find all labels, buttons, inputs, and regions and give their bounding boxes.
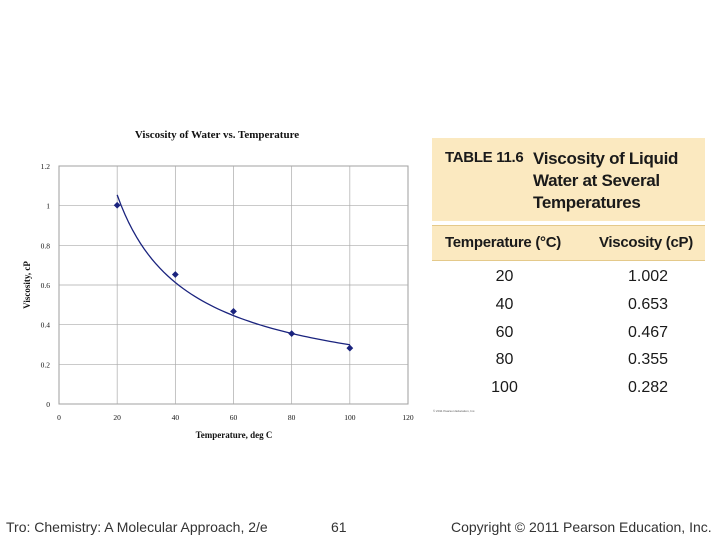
- cell-viscosity: 0.653: [627, 296, 669, 313]
- x-tick-label: 20: [113, 413, 121, 422]
- table-title: Viscosity of Liquid Water at Several Tem…: [533, 149, 679, 212]
- cell-temperature: 20: [495, 268, 514, 285]
- y-tick-label: 0.8: [41, 241, 51, 250]
- table-column-headers: Temperature (°C) Viscosity (cP): [432, 225, 705, 261]
- x-tick-label: 120: [402, 413, 414, 422]
- cell-viscosity: 1.002: [627, 268, 669, 285]
- table-row: 20 1.002: [432, 268, 705, 296]
- x-tick-label: 0: [57, 413, 61, 422]
- y-tick-label: 0.2: [41, 360, 51, 369]
- footer-copyright: Copyright © 2011 Pearson Education, Inc.: [451, 519, 712, 535]
- x-tick-label: 100: [344, 413, 356, 422]
- table-row: 60 0.467: [432, 324, 705, 352]
- x-tick-label: 80: [288, 413, 296, 422]
- data-point: [346, 344, 354, 352]
- footer-book-title: Tro: Chemistry: A Molecular Approach, 2/…: [6, 519, 268, 535]
- data-point: [171, 271, 179, 278]
- column-header-temperature: Temperature (°C): [445, 234, 561, 251]
- data-point: [288, 330, 296, 337]
- y-tick-label: 0.4: [41, 321, 51, 330]
- x-tick-label: 60: [230, 413, 238, 422]
- table-row: 100 0.282: [432, 379, 705, 407]
- table-row: 40 0.653: [432, 296, 705, 324]
- trendline: [116, 194, 350, 346]
- x-tick-label: 40: [172, 413, 180, 422]
- y-tick-label: 0.6: [41, 281, 51, 290]
- data-table: TABLE 11.6 Viscosity of Liquid Water at …: [432, 138, 705, 408]
- y-tick-label: 0: [46, 400, 50, 409]
- column-header-viscosity: Viscosity (cP): [599, 234, 693, 251]
- y-tick-label: 1: [46, 202, 50, 211]
- cell-temperature: 80: [495, 351, 514, 368]
- cell-temperature: 40: [495, 296, 514, 313]
- cell-temperature: 60: [495, 324, 514, 341]
- footer-page-number: 61: [331, 519, 347, 535]
- data-point: [113, 201, 121, 209]
- table-header: TABLE 11.6 Viscosity of Liquid Water at …: [432, 138, 705, 221]
- cell-viscosity: 0.282: [627, 379, 669, 396]
- table-number: TABLE 11.6: [445, 149, 524, 166]
- chart-title: Viscosity of Water vs. Temperature: [135, 129, 299, 141]
- cell-viscosity: 0.355: [627, 351, 669, 368]
- table-credit: © 2011 Pearson Education, Inc.: [433, 409, 476, 413]
- cell-viscosity: 0.467: [627, 324, 669, 341]
- x-axis-label: Temperature, deg C: [196, 430, 273, 440]
- y-tick-label: 1.2: [41, 162, 51, 171]
- data-point: [230, 307, 237, 315]
- y-axis-label: Viscosity, cP: [22, 261, 32, 309]
- table-row: 80 0.355: [432, 351, 705, 379]
- cell-temperature: 100: [491, 379, 518, 396]
